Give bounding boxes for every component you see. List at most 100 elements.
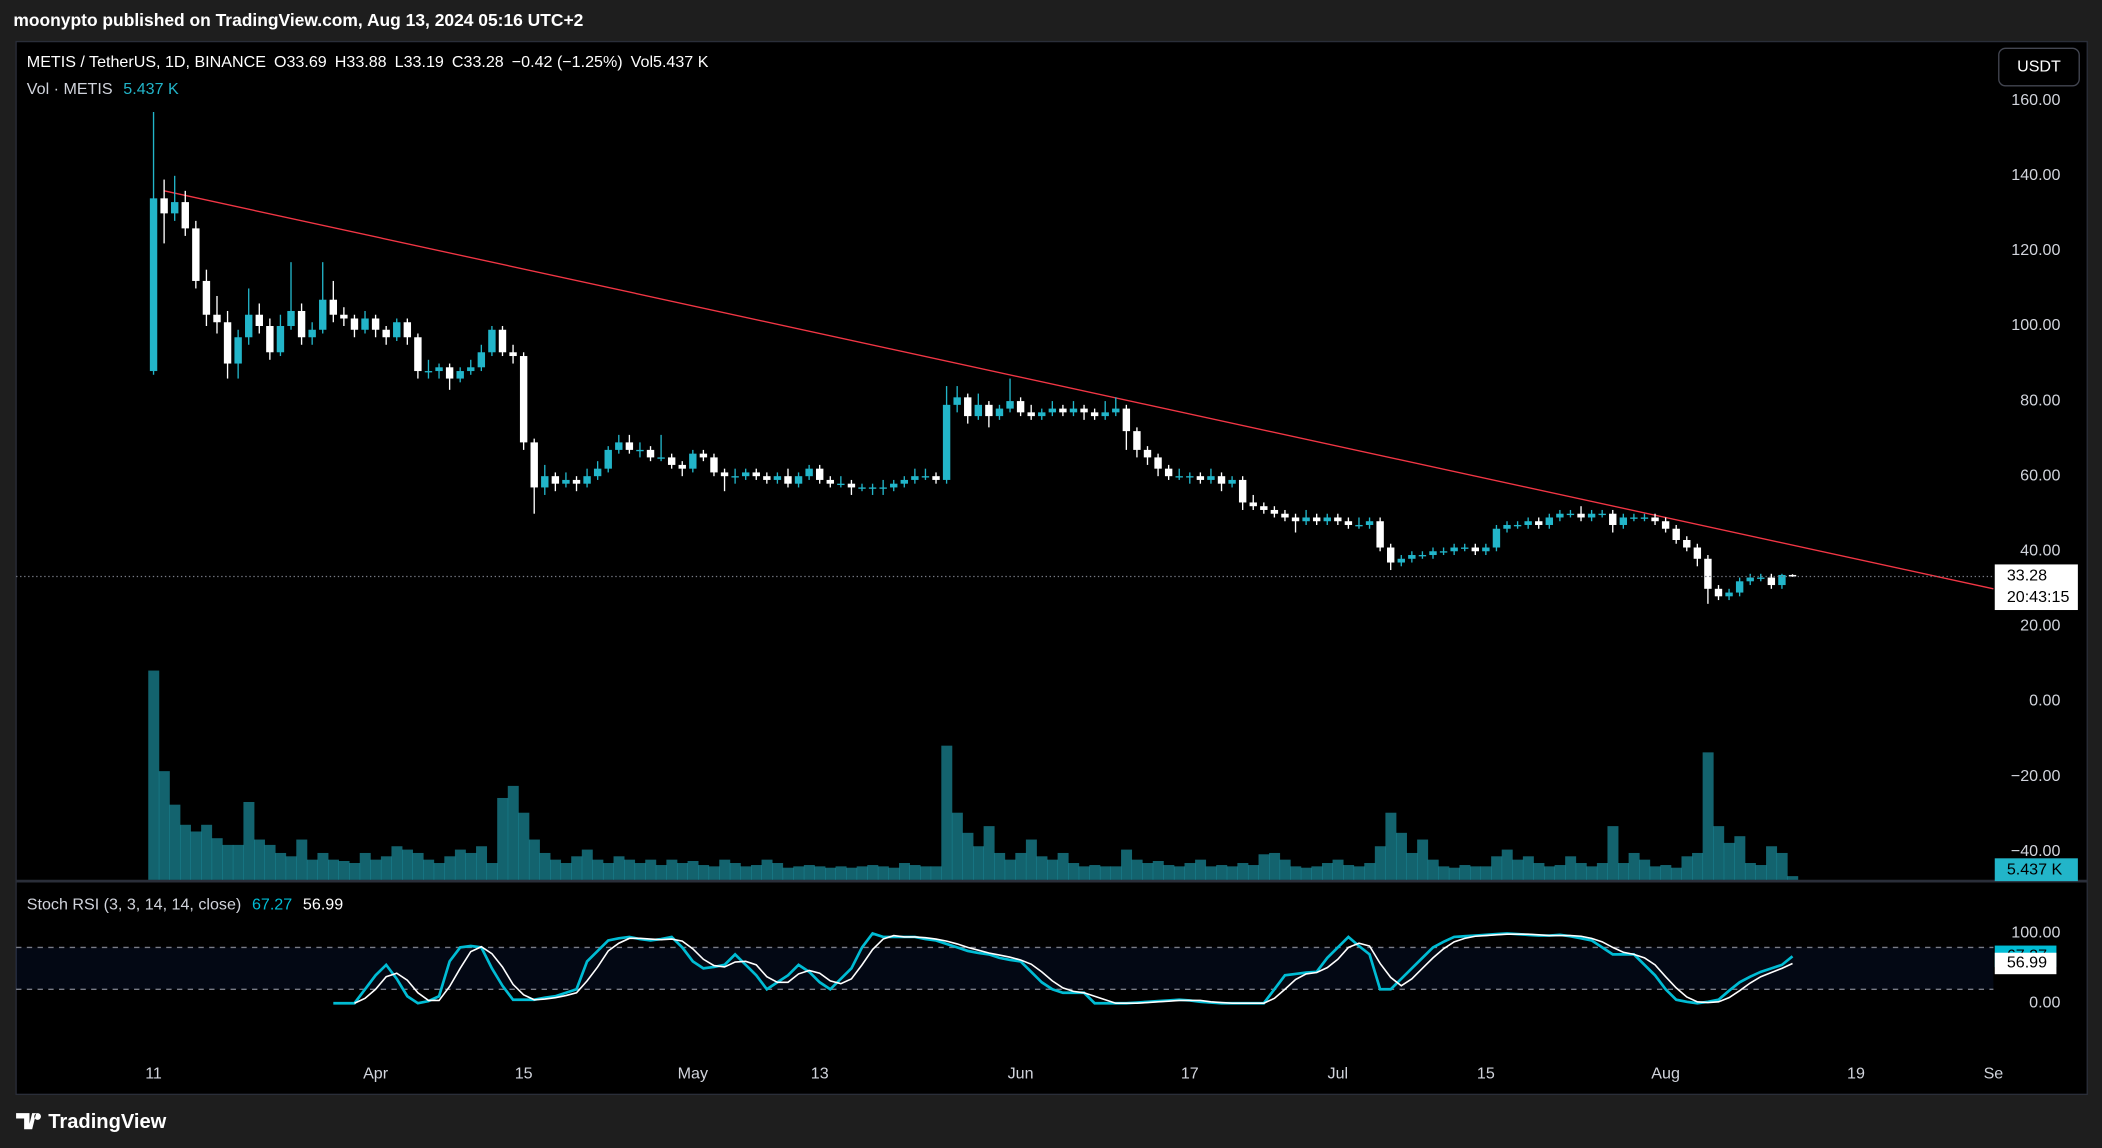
candle <box>615 434 623 454</box>
volume-bar <box>254 839 265 880</box>
candle-body <box>1619 517 1628 525</box>
volume-bar <box>232 844 244 880</box>
volume-bar <box>264 844 276 880</box>
legend-label: C <box>452 53 464 71</box>
volume-bar <box>486 863 498 880</box>
candle <box>1186 472 1194 484</box>
candle-body <box>1683 540 1691 548</box>
candle-body <box>1270 509 1279 514</box>
candle-body <box>1069 408 1078 413</box>
candle-body <box>1059 408 1067 413</box>
x-tick-label: Se <box>1984 1064 2004 1082</box>
candle <box>1281 509 1289 522</box>
x-tick-label: 15 <box>1477 1064 1495 1082</box>
candle-body <box>1196 476 1205 480</box>
candle <box>477 344 486 372</box>
candle-body <box>667 457 676 465</box>
logo-icon <box>16 1113 41 1130</box>
candle-body <box>1217 476 1226 484</box>
candle-body <box>572 479 581 484</box>
candle-body <box>1355 524 1363 527</box>
currency-button[interactable] <box>1998 47 2080 87</box>
candle <box>1757 573 1765 582</box>
symbol: METIS / TetherUS, 1D, BINANCE <box>27 53 266 71</box>
volume-bar <box>1332 859 1344 880</box>
candle <box>604 446 612 473</box>
volume-bar <box>1364 863 1376 880</box>
candle-body <box>255 314 263 326</box>
candle-body <box>1661 521 1670 529</box>
candle-body <box>1207 476 1215 480</box>
volume-badge-value: 5.437 K <box>2007 861 2063 879</box>
candle <box>1503 521 1511 533</box>
candle-body <box>1714 588 1723 597</box>
volume-bar <box>994 852 1006 880</box>
candle-body <box>1408 555 1416 559</box>
candle <box>562 472 570 488</box>
volume-bar <box>1670 867 1682 880</box>
candle <box>181 190 189 236</box>
candle <box>1027 404 1035 420</box>
candle-body <box>1334 517 1342 522</box>
candle <box>1492 524 1501 552</box>
candle-body <box>1503 524 1511 529</box>
volume-bar <box>602 863 614 880</box>
y-tick-label: 60.00 <box>2020 466 2060 484</box>
candle <box>847 479 856 495</box>
candle-body <box>1429 551 1437 556</box>
candle <box>1312 513 1321 525</box>
candle <box>678 461 686 477</box>
candle-body <box>985 404 993 417</box>
candle-body <box>1238 479 1247 503</box>
candle-body <box>530 442 538 488</box>
candle-body <box>995 408 1004 417</box>
candle-body <box>192 228 200 281</box>
usdt-button[interactable]: USDT <box>1998 47 2080 87</box>
candle <box>805 464 813 480</box>
candle-body <box>1566 513 1575 516</box>
candle-body <box>699 453 708 458</box>
candle-body <box>868 487 877 489</box>
candle <box>1122 404 1131 450</box>
candle-body <box>1090 412 1099 417</box>
volume-legend: Vol · METIS 5.437 K <box>27 80 179 98</box>
candle <box>1355 517 1363 529</box>
stoch-tick-label: 100.00 <box>2011 924 2060 942</box>
volume-bar <box>201 824 213 880</box>
candle-body <box>720 472 729 477</box>
candle-body <box>1101 412 1109 417</box>
candle <box>445 363 454 390</box>
candle-body <box>297 310 306 338</box>
volume-bar <box>1226 866 1238 880</box>
volume-bar <box>1607 826 1619 880</box>
candle <box>1704 555 1712 604</box>
candle-body <box>393 322 401 338</box>
stoch-band <box>16 947 1994 990</box>
volume-bar <box>1131 859 1143 880</box>
volume-bar <box>1195 859 1207 880</box>
candle-body <box>752 472 760 477</box>
volume-bar <box>148 670 160 880</box>
candle <box>1725 588 1733 601</box>
x-tick-label: 19 <box>1847 1064 1865 1082</box>
volume-bar <box>1734 836 1746 880</box>
stoch-badge-value: 56.99 <box>2007 954 2047 972</box>
candle-body <box>498 329 507 353</box>
candle-body <box>424 371 433 373</box>
candle <box>932 472 940 484</box>
candle <box>276 314 285 357</box>
candle <box>794 472 803 488</box>
candle-body <box>1175 476 1183 478</box>
candle <box>319 262 327 334</box>
currency-label[interactable]: USDT <box>2017 57 2061 75</box>
legend-change: −0.42 (−1.25%) <box>512 53 623 71</box>
candle-body <box>858 487 866 489</box>
volume-bar <box>1713 826 1725 880</box>
volume-bar <box>433 863 445 880</box>
candle <box>149 111 158 375</box>
candle-body <box>1482 547 1490 552</box>
y-tick-label: 0.00 <box>2029 692 2060 710</box>
volume-bar <box>782 867 794 880</box>
candle <box>393 318 401 342</box>
